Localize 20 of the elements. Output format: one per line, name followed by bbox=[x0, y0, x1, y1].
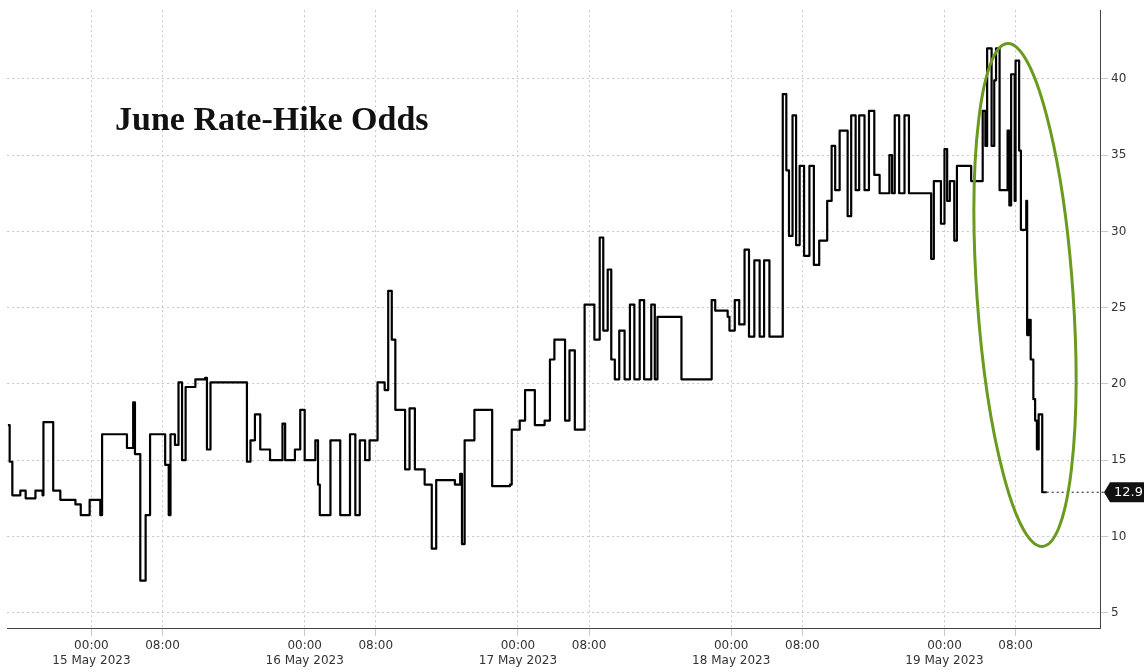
text: June Rate-Hike Odds bbox=[115, 100, 429, 138]
y-tick-label: 40 bbox=[1111, 70, 1127, 85]
x-tick-label: 08:00 bbox=[145, 638, 180, 653]
y-tick-label: 10 bbox=[1111, 528, 1127, 543]
y-tick-label: 30 bbox=[1111, 223, 1127, 238]
x-tick-label: 00:00 18 May 2023 bbox=[692, 638, 771, 667]
y-tick-label: 15 bbox=[1111, 452, 1127, 467]
x-tick-label: 00:00 19 May 2023 bbox=[905, 638, 984, 667]
x-tick-label: 08:00 bbox=[358, 638, 394, 653]
x-tick-label: 00:00 17 May 2023 bbox=[478, 638, 558, 667]
y-tick-label: 35 bbox=[1111, 147, 1127, 162]
x-tick-label: 08:00 bbox=[998, 638, 1033, 653]
y-tick-label: 25 bbox=[1111, 299, 1127, 314]
y-tick-label: 5 bbox=[1111, 604, 1119, 619]
x-tick-label: 00:00 15 May 2023 bbox=[52, 638, 131, 667]
x-tick-label: 08:00 bbox=[571, 638, 607, 653]
annotation: 12.9 bbox=[1114, 483, 1143, 499]
x-tick-label: 00:00 16 May 2023 bbox=[265, 638, 344, 667]
y-tick-label: 20 bbox=[1111, 376, 1127, 391]
x-tick-label: 08:00 bbox=[785, 638, 820, 653]
